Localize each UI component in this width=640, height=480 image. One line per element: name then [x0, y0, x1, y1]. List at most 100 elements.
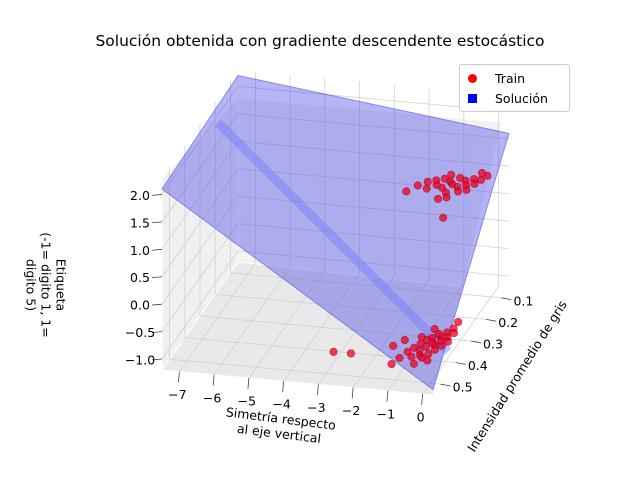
x-tick-label-mark	[351, 387, 354, 399]
grid-line-y-floor	[169, 358, 441, 385]
z-tick-label: 2.0	[130, 188, 150, 203]
train-point	[439, 213, 448, 222]
z-tick-label-mark	[152, 303, 163, 306]
train-point	[409, 359, 418, 368]
train-point	[387, 360, 396, 369]
grid-line-z-back	[237, 223, 510, 249]
z-tick-label-mark	[152, 221, 163, 224]
y-tick-label: 0.1	[513, 293, 533, 308]
x-tick-label-mark	[282, 381, 285, 393]
y-tick-label: 0.3	[483, 337, 503, 352]
train-point	[477, 168, 487, 178]
train-point	[402, 187, 411, 196]
grid-line-z-left	[161, 168, 239, 277]
x-tick-label-mark	[317, 384, 319, 396]
train-point	[470, 179, 479, 188]
y-tick-label: 0.4	[468, 358, 488, 373]
grid-line-z-back	[237, 140, 510, 167]
z-axis-label-line1: Etiqueta	[53, 258, 69, 312]
legend-train-marker	[468, 73, 477, 83]
x-tick-label-mark	[421, 394, 423, 405]
z-axis-label: Etiqueta (-1= digito 1, 1= digito 5)	[24, 230, 69, 340]
train-points	[329, 168, 492, 369]
y-tick-label: 0.2	[498, 315, 518, 330]
z-tick-label-mark	[152, 248, 163, 251]
train-point	[395, 353, 404, 363]
legend: Train Solución	[459, 64, 570, 112]
train-point	[440, 174, 449, 183]
train-point	[417, 332, 426, 342]
z-tick-label: 1.5	[130, 215, 150, 230]
y-tick-label: 0.5	[453, 380, 473, 395]
x-tick-label: −2	[342, 403, 360, 418]
train-point	[400, 335, 409, 345]
train-point	[389, 341, 398, 350]
x-tick-label: −4	[272, 397, 290, 412]
y-tick-label-mark	[455, 362, 466, 365]
train-point	[447, 170, 456, 179]
train-point	[442, 193, 451, 202]
grid-line-y-floor	[215, 294, 487, 320]
train-point	[454, 317, 463, 327]
x-tick-label: −5	[238, 394, 256, 409]
grid-line-z-left	[161, 250, 239, 360]
legend-solucion-marker	[468, 93, 477, 103]
grid-line-z-back	[237, 250, 510, 277]
x-tick-label-mark	[247, 377, 250, 389]
solution-plane-surface	[161, 74, 510, 391]
x-tick-label: −7	[168, 387, 186, 402]
y-tick-label-mark	[501, 297, 512, 300]
train-point	[449, 328, 459, 338]
train-point	[423, 177, 432, 186]
z-tick-label-mark	[152, 194, 163, 196]
train-point	[413, 181, 422, 190]
grid-line-z-back	[237, 113, 510, 140]
y-tick-label-mark	[440, 383, 451, 387]
grid-line-z-back	[237, 195, 510, 222]
grid-line-z-left	[161, 223, 239, 332]
grid-line-y-floor	[230, 272, 502, 299]
legend-item-train: Train	[468, 69, 525, 87]
legend-train-label: Train	[495, 70, 525, 86]
chart-title: Solución obtenida con gradiente descende…	[95, 32, 545, 50]
x-tick-label: −1	[377, 406, 395, 421]
x-tick-label: −6	[203, 390, 221, 405]
train-point	[456, 173, 465, 183]
train-point	[422, 184, 431, 193]
grid-line-z-left	[161, 195, 239, 305]
legend-item-solucion: Solución	[468, 89, 548, 107]
train-point	[462, 185, 471, 195]
solution-plane-highlight	[215, 119, 452, 355]
x-tick-label-mark	[386, 390, 389, 402]
train-point	[410, 343, 419, 352]
x-tick-label: 0	[417, 410, 425, 425]
train-point	[453, 187, 463, 196]
z-tick-label-mark	[152, 331, 163, 333]
z-tick-label: −1.0	[125, 353, 155, 368]
train-point	[437, 341, 446, 350]
grid-line-z-left	[161, 141, 239, 250]
y-tick-label-mark	[486, 319, 497, 322]
train-point	[423, 356, 432, 365]
grid-line-z-left	[161, 86, 239, 195]
x-tick-label-mark	[212, 374, 215, 386]
train-point	[433, 194, 443, 203]
z-tick-label-mark	[152, 276, 163, 279]
z-tick-label: 1.0	[130, 243, 150, 258]
grid-line-z-left	[161, 113, 239, 223]
x-tick-label-mark	[178, 371, 180, 383]
train-point	[443, 337, 453, 346]
z-tick-label-mark	[152, 358, 163, 361]
axis-ticks: −7 −6 −5 −4 −3 −2 −1 0 0.1 0.2 0.3 0.4 0.5 −1.0 −0.5 0.…	[125, 188, 534, 425]
y-tick-label-mark	[470, 340, 481, 344]
train-point	[346, 349, 356, 358]
z-tick-label: 0.5	[130, 270, 150, 285]
solution-plane	[161, 74, 510, 391]
z-tick-label: −0.5	[125, 325, 155, 340]
legend-solucion-label: Solución	[495, 90, 548, 106]
train-point	[407, 352, 416, 361]
train-point	[329, 347, 338, 356]
train-point	[430, 345, 440, 354]
z-axis-label-line2: (-1= digito 1, 1= digito 5)	[23, 232, 54, 338]
